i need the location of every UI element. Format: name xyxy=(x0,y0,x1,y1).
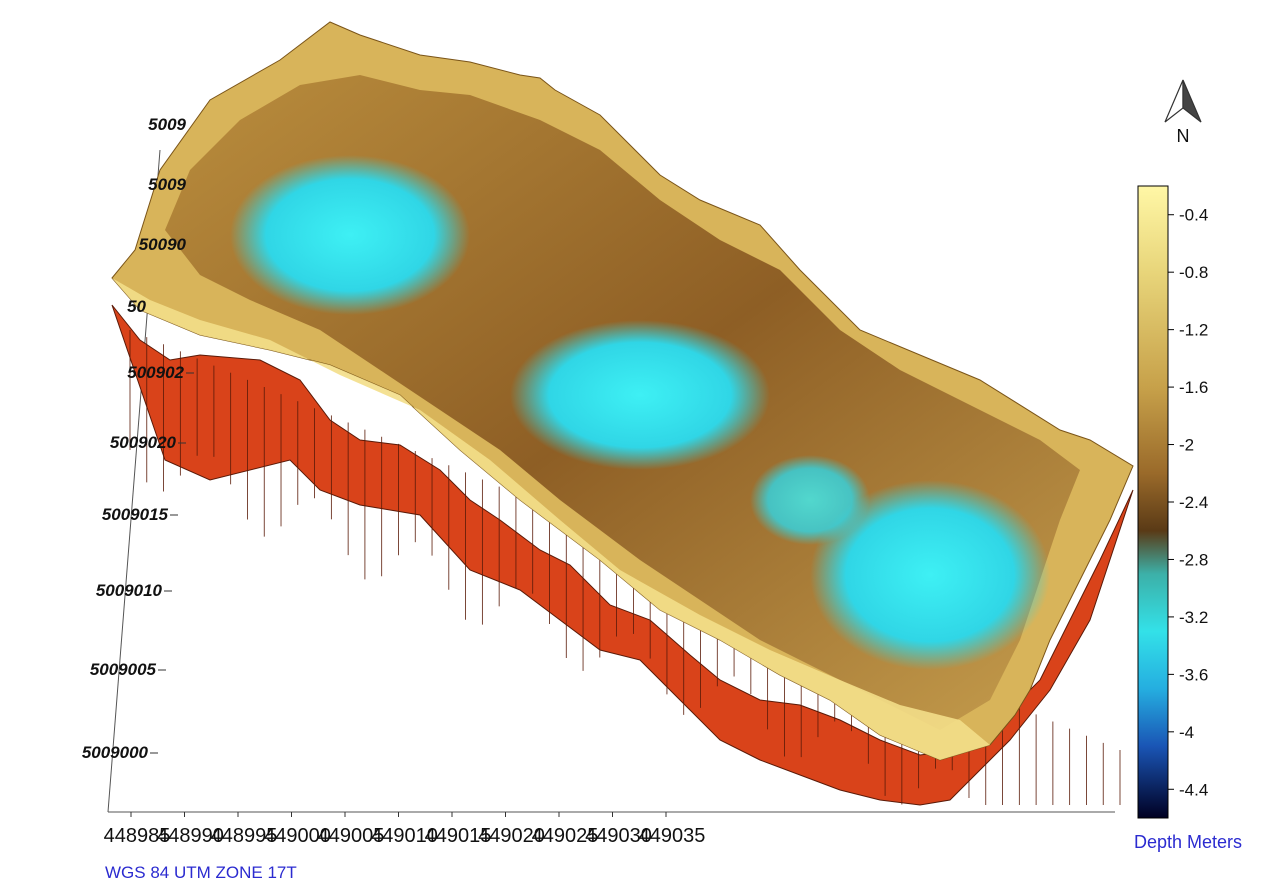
colorbar-tick-label: -1.6 xyxy=(1179,378,1208,397)
y-tick-label: 50 xyxy=(127,297,146,316)
x-tick-label: 448985 xyxy=(104,825,171,847)
deep-basin-se xyxy=(810,480,1050,670)
deep-basin-east xyxy=(750,455,870,545)
north-label: N xyxy=(1177,126,1190,146)
colorbar-tick-label: -4.4 xyxy=(1179,780,1208,799)
x-tick-label: 448990 xyxy=(157,825,224,847)
x-tick-label: 449020 xyxy=(478,825,545,847)
north-arrow-icon: N xyxy=(1164,79,1202,146)
colorbar-bar xyxy=(1137,185,1169,819)
deep-basin-nw xyxy=(230,155,470,315)
x-tick-label: 449015 xyxy=(425,825,492,847)
surface-top xyxy=(111,21,1134,761)
x-tick-label: 448995 xyxy=(211,825,278,847)
y-tick-label: 5009000 xyxy=(82,743,149,762)
colorbar-tick-label: -2.8 xyxy=(1179,550,1208,569)
x-tick-label: 449035 xyxy=(639,825,706,847)
y-tick-label: 5009010 xyxy=(96,581,163,600)
colorbar: -0.4 -0.8 -1.2 -1.6 -2 -2.4 -2.8 -3.2 -3.6 -4 -4.4… xyxy=(1134,185,1242,852)
x-tick-label: 449010 xyxy=(371,825,438,847)
colorbar-tick-label: -3.2 xyxy=(1179,608,1208,627)
y-tick-label: 5009020 xyxy=(110,433,177,452)
y-tick-label: 50090 xyxy=(139,235,187,254)
colorbar-tick-label: -0.8 xyxy=(1179,263,1208,282)
x-tick-label: 449025 xyxy=(532,825,599,847)
colorbar-tick-label: -1.2 xyxy=(1179,321,1208,340)
x-tick-label: 449030 xyxy=(585,825,652,847)
x-tick-label: 449000 xyxy=(264,825,331,847)
y-tick-label: 5009 xyxy=(148,175,186,194)
surface-side-walls xyxy=(111,304,1134,806)
crs-label: WGS 84 UTM ZONE 17T xyxy=(105,863,297,882)
y-tick-label: 5009005 xyxy=(90,660,157,679)
colorbar-tick-label: -2.4 xyxy=(1179,493,1208,512)
colorbar-ticks: -0.4 -0.8 -1.2 -1.6 -2 -2.4 -2.8 -3.2 -3.6 -4 -4.4 xyxy=(1168,206,1208,799)
colorbar-tick-label: -2 xyxy=(1179,436,1194,455)
y-tick-label: 5009 xyxy=(148,115,186,134)
colorbar-label: Depth Meters xyxy=(1134,832,1242,852)
x-axis-ticks: 4489854489904489954490004490054490104490… xyxy=(104,812,706,847)
y-tick-label: 5009015 xyxy=(102,505,169,524)
y-axis-ticks: 5009000 5009005 5009010 5009015 5009020 50090… xyxy=(82,115,194,762)
colorbar-tick-label: -0.4 xyxy=(1179,206,1208,225)
x-tick-label: 449005 xyxy=(318,825,385,847)
colorbar-tick-label: -3.6 xyxy=(1179,665,1208,684)
side-wall xyxy=(111,304,1134,806)
surface-rim-highlight xyxy=(112,278,990,760)
colorbar-tick-label: -4 xyxy=(1179,723,1194,742)
deep-basin-center xyxy=(510,320,770,470)
y-tick-label: 500902 xyxy=(127,363,184,382)
